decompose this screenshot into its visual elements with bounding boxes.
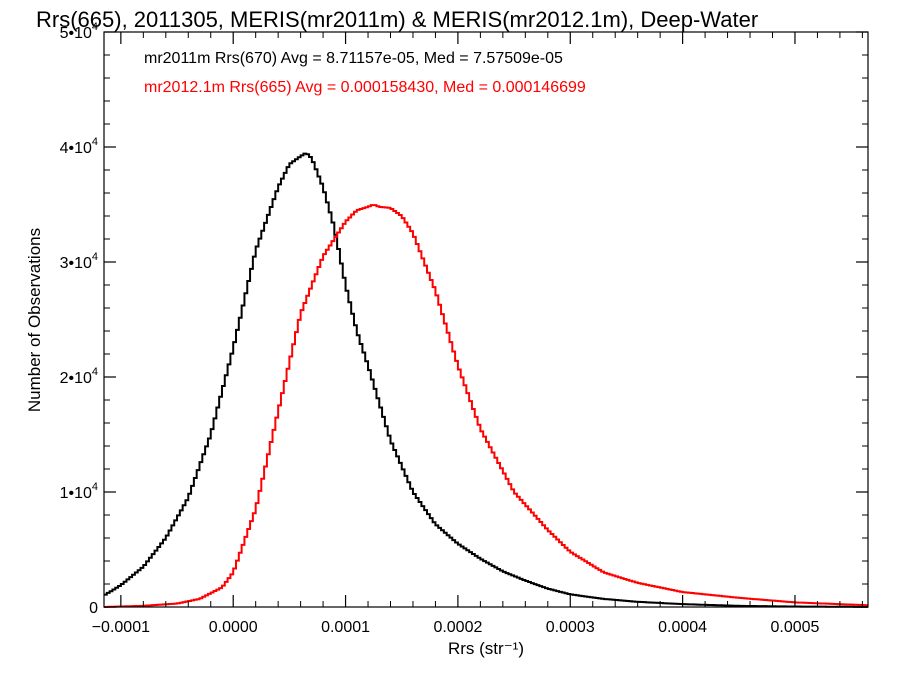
x-tick-label: 0.0000 xyxy=(209,619,258,636)
x-axis: −0.0001 0.0000 0.0001 0.0002 0.0003 0.0004 0.0… xyxy=(92,32,863,636)
x-tick-label: 0.0003 xyxy=(546,619,595,636)
plot-frame xyxy=(103,31,869,608)
y-tick-label: 0 xyxy=(89,600,98,617)
plot-series-group xyxy=(104,152,868,608)
x-tick-label: 0.0004 xyxy=(658,619,707,636)
y-axis-title: Number of Observations xyxy=(25,228,44,412)
y-tick-label: 2•104 xyxy=(60,366,98,387)
chart-title: Rrs(665), 2011305, MERIS(mr2011m) & MERI… xyxy=(36,7,758,32)
y-tick-label: 4•104 xyxy=(60,136,98,157)
y-axis: 0 1•104 2•104 3•104 4•104 5•104 xyxy=(60,21,868,617)
y-tick-label: 3•104 xyxy=(60,251,98,272)
x-tick-label: 0.0005 xyxy=(771,619,820,636)
y-tick-label: 5•104 xyxy=(60,21,98,42)
series-line-mr2012-1m xyxy=(104,204,868,608)
x-axis-title: Rrs (str⁻¹) xyxy=(448,639,524,658)
series-annotation-mr2012-1m: mr2012.1m Rrs(665) Avg = 0.000158430, Me… xyxy=(144,79,586,96)
x-tick-label: 0.0002 xyxy=(433,619,482,636)
y-tick-label: 1•104 xyxy=(60,481,98,502)
series-annotation-mr2011m: mr2011m Rrs(670) Avg = 8.71157e-05, Med … xyxy=(144,50,563,67)
x-tick-label: −0.0001 xyxy=(92,619,150,636)
x-tick-label: 0.0001 xyxy=(321,619,370,636)
series-line-mr2011m xyxy=(104,152,868,608)
